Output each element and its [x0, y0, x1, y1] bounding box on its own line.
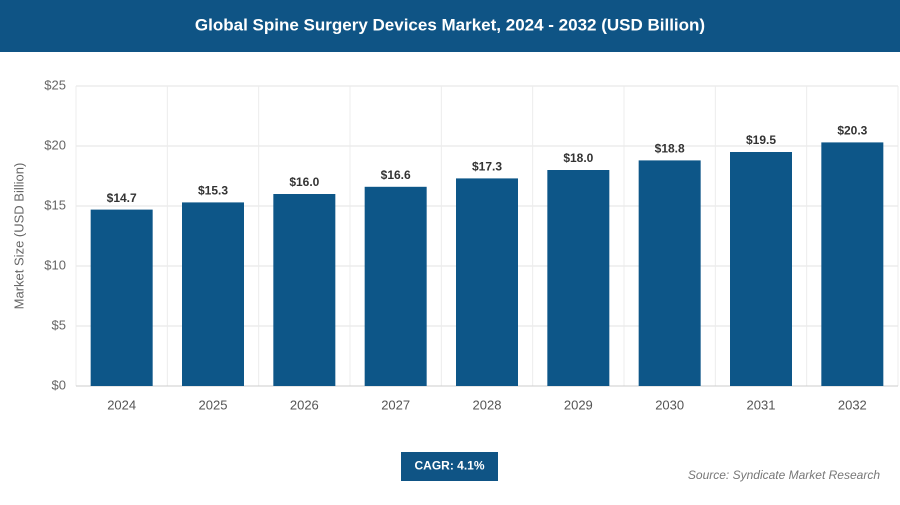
bar: [821, 142, 884, 386]
bar: [90, 209, 153, 386]
value-label: $14.7: [107, 191, 137, 205]
y-tick-label: $15: [44, 197, 66, 212]
y-axis-label: Market Size (USD Billion): [11, 163, 26, 310]
bar: [456, 178, 518, 386]
y-tick-label: $20: [44, 137, 66, 152]
cagr-box: [401, 452, 498, 481]
value-label: $17.3: [472, 160, 502, 174]
chart-title: Global Spine Surgery Devices Market, 202…: [195, 15, 705, 34]
value-label: $19.5: [746, 133, 776, 147]
bar: [638, 160, 701, 386]
title-bar: [0, 0, 900, 52]
value-label: $18.0: [563, 151, 593, 165]
y-tick-label: $0: [52, 377, 66, 392]
bar: [364, 186, 427, 386]
x-tick-label: 2027: [381, 397, 410, 412]
x-tick-label: 2030: [655, 397, 684, 412]
bar: [730, 152, 792, 386]
y-tick-label: $25: [44, 77, 66, 92]
bar: [182, 202, 244, 386]
x-tick-label: 2026: [290, 397, 319, 412]
cagr-label: CAGR: 4.1%: [414, 459, 484, 473]
value-label: $18.8: [655, 142, 685, 156]
value-label: $16.6: [381, 168, 411, 182]
x-tick-label: 2024: [107, 397, 136, 412]
value-label: $15.3: [198, 184, 228, 198]
x-tick-label: 2032: [838, 397, 867, 412]
x-tick-label: 2025: [199, 397, 228, 412]
x-tick-label: 2029: [564, 397, 593, 412]
y-tick-label: $5: [52, 317, 66, 332]
bar: [273, 194, 336, 386]
x-tick-label: 2028: [473, 397, 502, 412]
value-label: $16.0: [289, 175, 319, 189]
x-tick-label: 2031: [747, 397, 776, 412]
source-note: Source: Syndicate Market Research: [688, 468, 880, 482]
bar: [547, 170, 610, 386]
value-label: $20.3: [837, 124, 867, 138]
y-tick-label: $10: [44, 257, 66, 272]
